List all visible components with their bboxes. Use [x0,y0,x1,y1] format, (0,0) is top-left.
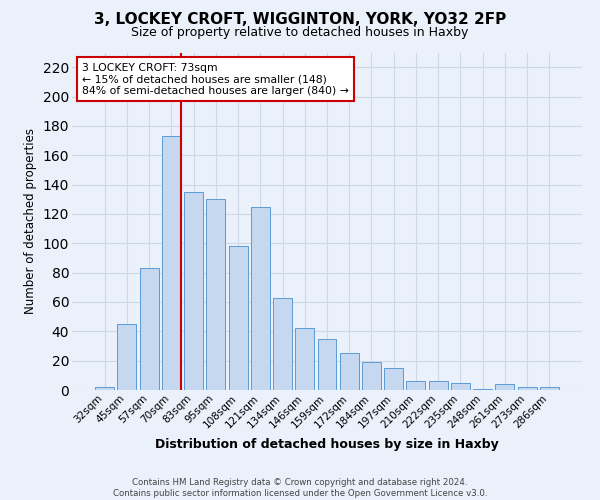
Bar [184,192,203,390]
Bar [473,388,492,390]
Bar [140,268,158,390]
Bar [384,368,403,390]
Bar [95,387,114,390]
Bar [162,136,181,390]
Bar [518,387,536,390]
Bar [229,246,248,390]
Bar [362,362,381,390]
Bar [206,199,225,390]
Bar [406,381,425,390]
Bar [451,382,470,390]
Bar [317,338,337,390]
Bar [273,298,292,390]
Bar [496,384,514,390]
Text: Contains HM Land Registry data © Crown copyright and database right 2024.
Contai: Contains HM Land Registry data © Crown c… [113,478,487,498]
Y-axis label: Number of detached properties: Number of detached properties [24,128,37,314]
Text: 3 LOCKEY CROFT: 73sqm
← 15% of detached houses are smaller (148)
84% of semi-det: 3 LOCKEY CROFT: 73sqm ← 15% of detached … [82,62,349,96]
Text: Size of property relative to detached houses in Haxby: Size of property relative to detached ho… [131,26,469,39]
Text: 3, LOCKEY CROFT, WIGGINTON, YORK, YO32 2FP: 3, LOCKEY CROFT, WIGGINTON, YORK, YO32 2… [94,12,506,28]
X-axis label: Distribution of detached houses by size in Haxby: Distribution of detached houses by size … [155,438,499,451]
Bar [251,206,270,390]
Bar [295,328,314,390]
Bar [540,387,559,390]
Bar [340,354,359,390]
Bar [429,381,448,390]
Bar [118,324,136,390]
